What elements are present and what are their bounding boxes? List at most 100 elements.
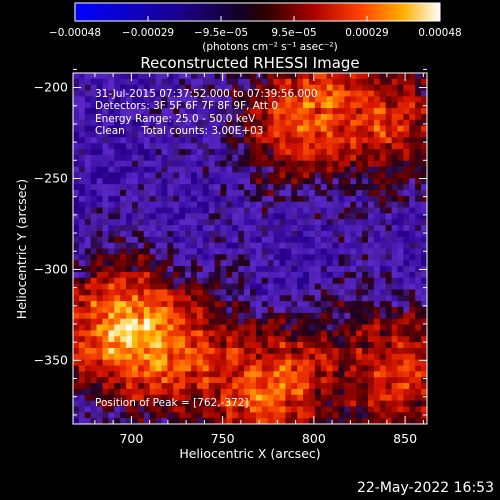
heatmap-cell <box>303 336 310 343</box>
heatmap-cell <box>155 295 163 302</box>
heatmap-cell <box>421 359 427 367</box>
heatmap-cell <box>291 347 298 355</box>
heatmap-cell <box>214 266 222 273</box>
heatmap-cell <box>214 160 222 168</box>
heatmap-cell <box>379 149 387 156</box>
heatmap-cell <box>421 371 427 378</box>
heatmap-cell <box>297 236 304 244</box>
heatmap-cell <box>208 236 216 244</box>
heatmap-cell <box>196 225 204 232</box>
heatmap-cell <box>255 289 263 296</box>
heatmap-cell <box>314 359 322 367</box>
heatmap-cell <box>208 394 216 402</box>
heatmap-cell <box>90 324 98 331</box>
heatmap-cell <box>332 96 340 103</box>
heatmap-cell <box>196 283 204 291</box>
heatmap-cell <box>344 160 351 168</box>
heatmap-cell <box>185 371 192 378</box>
heatmap-cell <box>73 96 80 103</box>
heatmap-cell <box>344 336 351 343</box>
heatmap-cell <box>96 336 104 343</box>
heatmap-cell <box>214 295 222 302</box>
heatmap-cell <box>391 137 399 144</box>
heatmap-cell <box>126 90 133 97</box>
heatmap-cell <box>332 184 340 191</box>
heatmap-cell <box>214 166 222 174</box>
heatmap-cell <box>403 149 410 156</box>
heatmap-cell <box>373 90 381 97</box>
heatmap-cell <box>303 271 310 279</box>
heatmap-cell <box>202 113 210 121</box>
heatmap-cell <box>137 90 145 97</box>
heatmap-cell <box>149 149 157 156</box>
heatmap-cell <box>208 283 216 291</box>
heatmap-cell <box>208 160 216 168</box>
heatmap-cell <box>126 213 133 220</box>
heatmap-cell <box>415 383 422 390</box>
heatmap-cell <box>173 96 180 103</box>
heatmap-cell <box>108 301 115 308</box>
heatmap-cell <box>108 242 115 250</box>
heatmap-cell <box>232 394 239 402</box>
heatmap-cell <box>344 225 351 232</box>
heatmap-cell <box>143 90 151 97</box>
heatmap-cell <box>84 230 92 238</box>
heatmap-cell <box>220 236 227 244</box>
heatmap-cell <box>73 149 80 156</box>
heatmap-cell <box>96 318 104 326</box>
heatmap-cell <box>149 295 157 302</box>
heatmap-cell <box>326 312 334 320</box>
heatmap-cell <box>244 225 251 232</box>
heatmap-cell <box>421 96 427 103</box>
heatmap-cell <box>120 190 127 197</box>
heatmap-cell <box>391 242 399 250</box>
heatmap-cell <box>356 178 363 185</box>
heatmap-cell <box>214 388 222 396</box>
heatmap-cell <box>320 201 328 209</box>
heatmap-cell <box>397 388 404 396</box>
heatmap-cell <box>126 394 133 402</box>
heatmap-cell <box>84 383 92 390</box>
heatmap-cell <box>350 201 357 209</box>
heatmap-cell <box>179 73 186 80</box>
heatmap-cell <box>421 73 427 80</box>
heatmap-cell <box>102 201 109 209</box>
heatmap-cell <box>267 78 275 86</box>
heatmap-cell <box>285 266 292 273</box>
heatmap-cell <box>220 73 227 80</box>
heatmap-cell <box>137 353 145 361</box>
heatmap-cell <box>143 201 151 209</box>
heatmap-cell <box>326 394 334 402</box>
heatmap-cell <box>415 178 422 185</box>
heatmap-cell <box>191 184 198 191</box>
heatmap-cell <box>185 125 192 133</box>
heatmap-cell <box>244 207 251 214</box>
heatmap-cell <box>255 219 263 226</box>
heatmap-cell <box>179 78 186 86</box>
heatmap-cell <box>338 178 345 185</box>
heatmap-cell <box>326 78 334 86</box>
heatmap-cell <box>84 242 92 250</box>
heatmap-cell <box>238 84 245 92</box>
heatmap-cell <box>132 149 139 156</box>
heatmap-cell <box>350 295 357 302</box>
heatmap-cell <box>356 312 363 320</box>
heatmap-cell <box>220 394 227 402</box>
heatmap-cell <box>173 242 180 250</box>
heatmap-cell <box>391 102 399 109</box>
heatmap-cell <box>303 154 310 162</box>
heatmap-cell <box>409 143 416 150</box>
heatmap-cell <box>379 102 387 109</box>
heatmap-cell <box>120 207 127 214</box>
heatmap-cell <box>297 388 304 396</box>
colorbar-tick-label: 9.5e−05 <box>271 27 316 39</box>
heatmap-cell <box>226 236 233 244</box>
heatmap-cell <box>409 353 416 361</box>
heatmap-cell <box>114 96 121 103</box>
heatmap-cell <box>214 195 222 203</box>
heatmap-cell <box>326 295 334 302</box>
heatmap-cell <box>149 225 157 232</box>
heatmap-cell <box>96 289 104 296</box>
heatmap-cell <box>344 131 351 138</box>
heatmap-cell <box>73 359 80 367</box>
